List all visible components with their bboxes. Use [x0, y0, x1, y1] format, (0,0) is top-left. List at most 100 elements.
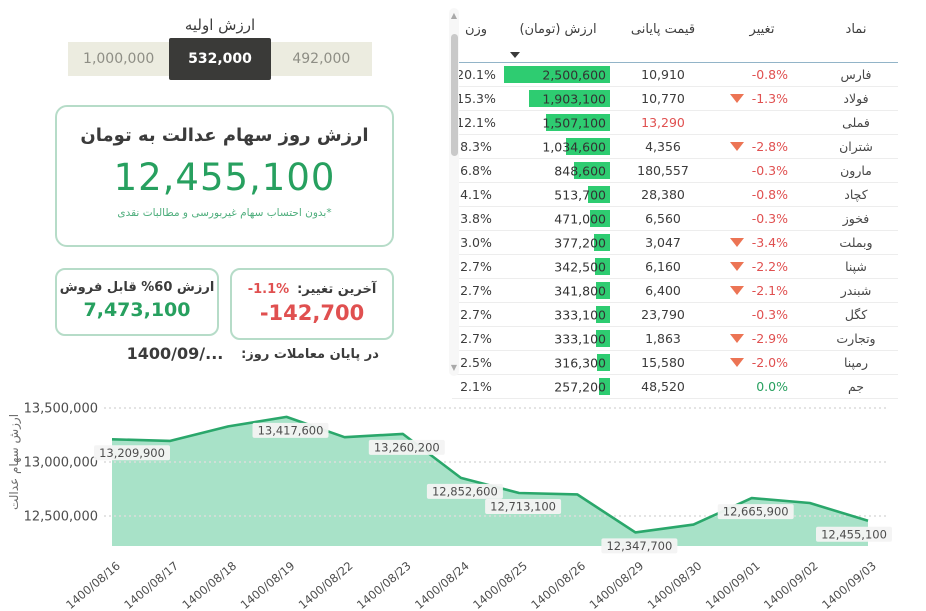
change-cell: -1.3% [710, 91, 814, 106]
down-triangle-icon [729, 358, 744, 367]
point-label: 12,347,700 [606, 539, 672, 553]
value-bar [546, 114, 610, 131]
change-percent: -0.8% [751, 67, 788, 82]
weight-cell: 20.1% [456, 67, 496, 82]
table-row[interactable]: فملی 13,290 1,507,100 12.1% [452, 111, 898, 135]
initial-value-control: 1,000,000 532,000 492,000 [68, 38, 372, 80]
value-cell: 1,903,100 [500, 87, 616, 110]
closing-price-cell: 3,047 [645, 235, 681, 250]
change-cell: -2.1% [710, 283, 814, 298]
symbol-cell: رمپنا [843, 355, 869, 370]
value-number: 1,507,100 [542, 115, 606, 130]
x-tick-label: 1400/08/23 [354, 559, 414, 611]
table-row[interactable]: فخوز -0.3% 6,560 471,000 3.8% [452, 207, 898, 231]
table-row[interactable]: مارون -0.3% 180,557 848,600 6.8% [452, 159, 898, 183]
table-row[interactable]: وبملت -3.4% 3,047 377,200 3.0% [452, 231, 898, 255]
table-row[interactable]: فارس -0.8% 10,910 2,500,600 20.1% [452, 63, 898, 87]
change-percent: -0.8% [751, 187, 788, 202]
table-row[interactable]: رمپنا -2.0% 15,580 316,300 2.5% [452, 351, 898, 375]
down-triangle-icon [729, 94, 744, 103]
table-row[interactable]: شپنا -2.2% 6,160 342,500 2.7% [452, 255, 898, 279]
y-tick-label: 12,500,000 [24, 510, 98, 525]
change-percent: -2.1% [751, 283, 788, 298]
table-row[interactable]: وتجارت -2.9% 1,863 333,100 2.7% [452, 327, 898, 351]
scroll-up-icon[interactable]: ▲ [450, 11, 458, 20]
weight-cell: 6.8% [460, 163, 492, 178]
value-number: 1,903,100 [542, 91, 606, 106]
scroll-down-icon[interactable]: ▼ [450, 363, 458, 372]
x-tick-label: 1400/08/22 [296, 559, 356, 611]
value-number: 377,200 [554, 235, 606, 250]
table-row[interactable]: شبندر -2.1% 6,400 341,800 2.7% [452, 279, 898, 303]
header-weight[interactable]: وزن [464, 22, 488, 37]
closing-price-cell: 4,356 [645, 139, 681, 154]
value-number: 333,100 [554, 307, 606, 322]
value-cell: 333,100 [500, 327, 616, 350]
point-label: 12,852,600 [432, 484, 498, 498]
header-price[interactable]: قیمت پایانی [630, 22, 696, 37]
change-percent: -2.8% [751, 139, 788, 154]
sort-desc-icon[interactable] [510, 52, 520, 58]
change-percent: -2.2% [751, 259, 788, 274]
change-cell: -0.3% [710, 163, 814, 178]
x-tick-label: 1400/08/19 [238, 559, 298, 611]
scrollbar-thumb[interactable] [450, 34, 458, 156]
portfolio-value: 12,455,100 [113, 156, 336, 199]
x-tick-label: 1400/08/16 [63, 559, 123, 611]
area-fill [112, 416, 868, 546]
header-symbol[interactable]: نماد [845, 22, 867, 37]
symbol-cell: شتران [839, 139, 873, 154]
point-label-bg [717, 504, 794, 520]
symbol-cell: مارون [840, 163, 872, 178]
initial-value-title: ارزش اولیه [184, 16, 256, 34]
symbol-cell: شپنا [845, 259, 867, 274]
value-bar [529, 90, 610, 107]
value-cell: 342,500 [500, 255, 616, 278]
table-row[interactable]: جم 0.0% 48,520 257,200 2.1% [452, 375, 898, 399]
value-cell: 341,800 [500, 279, 616, 302]
down-triangle-icon [729, 334, 744, 343]
value-history-chart: 13,500,000 13,000,000 12,500,000 ارزش سهام … [0, 390, 926, 611]
change-cell: -2.9% [710, 331, 814, 346]
initial-value-option[interactable]: 532,000 [169, 38, 271, 80]
initial-value-option[interactable]: 492,000 [270, 42, 372, 76]
closing-price-cell: 28,380 [641, 187, 685, 202]
weight-cell: 2.7% [460, 307, 492, 322]
portfolio-value-card: ارزش روز سهام عدالت به تومان 12,455,100 … [55, 105, 394, 247]
value-bar [596, 282, 610, 299]
value-cell: 471,000 [500, 207, 616, 230]
value-cell: 333,100 [500, 303, 616, 326]
last-change-value: -142,700 [259, 301, 365, 325]
header-change[interactable]: تغییر [749, 22, 775, 37]
value-number: 471,000 [554, 211, 606, 226]
table-body: فارس -0.8% 10,910 2,500,600 20.1% فولاد -1.3% 1… [452, 63, 898, 399]
change-cell: -0.3% [710, 307, 814, 322]
table-row[interactable]: فولاد -1.3% 10,770 1,903,100 15.3% [452, 87, 898, 111]
table-scrollbar[interactable]: ▲ ▼ [449, 8, 459, 376]
table-row[interactable]: شتران -2.8% 4,356 1,034,600 8.3% [452, 135, 898, 159]
header-value[interactable]: ارزش (تومان) [500, 12, 616, 62]
value-cell: 377,200 [500, 231, 616, 254]
weight-cell: 2.7% [460, 259, 492, 274]
x-tick-label: 1400/09/03 [819, 559, 879, 611]
symbol-cell: وتجارت [836, 331, 876, 346]
closing-price-cell: 1,863 [645, 331, 681, 346]
portfolio-value-note: *بدون احتساب سهام غیربورسی و مطالبات نقد… [117, 207, 332, 219]
value-cell: 316,300 [500, 351, 616, 374]
point-label-bg [601, 538, 678, 554]
value-bar [590, 210, 610, 227]
change-cell: -2.8% [710, 139, 814, 154]
table-row[interactable]: کگل -0.3% 23,790 333,100 2.7% [452, 303, 898, 327]
x-tick-label: 1400/08/18 [179, 559, 239, 611]
table-row[interactable]: کچاد -0.8% 28,380 513,700 4.1% [452, 183, 898, 207]
symbol-cell: فملی [842, 115, 870, 130]
last-change-percent: -1.1% [247, 282, 290, 297]
value-bar [596, 306, 610, 323]
value-number: 513,700 [554, 187, 606, 202]
value-number: 1,034,600 [542, 139, 606, 154]
value-number: 342,500 [554, 259, 606, 274]
initial-value-option[interactable]: 1,000,000 [68, 42, 170, 76]
change-cell: -0.8% [710, 67, 814, 82]
value-number: 341,800 [554, 283, 606, 298]
x-tick-label: 1400/09/02 [761, 559, 821, 611]
